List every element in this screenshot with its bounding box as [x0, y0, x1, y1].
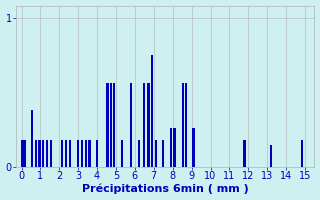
Bar — [173, 128, 176, 167]
Bar — [148, 83, 150, 167]
Bar — [121, 140, 123, 167]
Bar — [162, 140, 164, 167]
Bar — [35, 140, 37, 167]
Bar — [182, 83, 184, 167]
Bar — [96, 140, 98, 167]
Bar — [138, 140, 140, 167]
Bar — [109, 83, 112, 167]
Bar — [77, 140, 79, 167]
Bar — [270, 145, 272, 167]
Bar — [143, 83, 146, 167]
Bar — [244, 140, 246, 167]
Bar — [106, 83, 108, 167]
Bar — [50, 140, 52, 167]
Bar — [155, 140, 157, 167]
Bar — [61, 140, 63, 167]
Bar — [113, 83, 115, 167]
Bar — [46, 140, 48, 167]
Bar — [24, 140, 27, 167]
Bar — [84, 140, 87, 167]
Bar — [185, 83, 188, 167]
Bar — [31, 110, 33, 167]
Bar — [88, 140, 91, 167]
X-axis label: Précipitations 6min ( mm ): Précipitations 6min ( mm ) — [82, 184, 249, 194]
Bar — [21, 140, 24, 167]
Bar — [151, 55, 153, 167]
Bar — [68, 140, 71, 167]
Bar — [170, 128, 172, 167]
Bar — [192, 128, 195, 167]
Bar — [130, 83, 132, 167]
Bar — [81, 140, 83, 167]
Bar — [38, 140, 41, 167]
Bar — [42, 140, 44, 167]
Bar — [301, 140, 303, 167]
Bar — [65, 140, 67, 167]
